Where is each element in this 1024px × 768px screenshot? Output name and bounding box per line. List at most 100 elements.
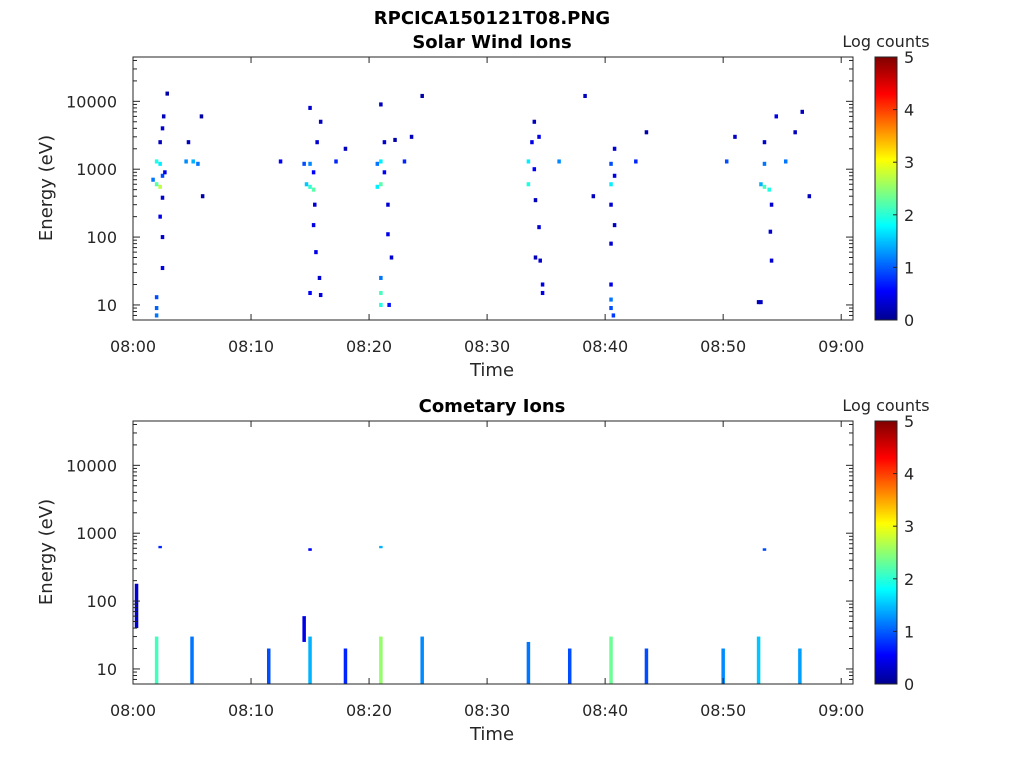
spectrogram-cell bbox=[783, 159, 788, 164]
y-tick-label: 10 bbox=[97, 660, 117, 679]
x-tick-label: 08:40 bbox=[582, 337, 628, 356]
spectrogram-cell bbox=[308, 636, 312, 684]
spectrogram-cell bbox=[526, 182, 531, 187]
spectrogram-cell bbox=[266, 648, 271, 684]
spectrogram-cell bbox=[313, 202, 317, 207]
spectrogram-cell bbox=[540, 290, 545, 296]
spectrogram-cell bbox=[769, 258, 774, 263]
spectrogram-cell bbox=[318, 292, 323, 298]
colorbar-tick-label: 5 bbox=[904, 48, 914, 67]
spectrogram-cell bbox=[767, 187, 771, 192]
colorbar-tick-label: 3 bbox=[904, 517, 914, 536]
spectrogram-cell bbox=[315, 140, 319, 145]
spectrogram-cell bbox=[769, 202, 774, 207]
spectrogram-cell bbox=[304, 182, 309, 187]
y-tick-label: 100 bbox=[86, 228, 117, 247]
spectrogram-cell bbox=[158, 161, 162, 166]
spectrogram-cell bbox=[151, 177, 155, 182]
spectrogram-cell bbox=[386, 232, 390, 237]
x-tick-label: 08:30 bbox=[464, 701, 510, 720]
spectrogram-cell bbox=[160, 126, 165, 131]
spectrogram-cell bbox=[386, 202, 390, 207]
x-axis-label: Time bbox=[469, 360, 514, 381]
colorbar-tick-label: 3 bbox=[904, 153, 914, 172]
x-axis-ticks: 08:00 08:10 08:20 08:30 08:40 08:50 09:00 bbox=[110, 421, 864, 720]
x-tick-label: 08:00 bbox=[110, 701, 156, 720]
spectrogram-cell bbox=[154, 159, 159, 164]
spectrogram-cell bbox=[379, 290, 383, 296]
spectrogram-cell bbox=[526, 159, 531, 164]
panel-solar-wind: Solar Wind Ions Log counts 08:00 08:10 08:… bbox=[36, 32, 930, 381]
spectrogram-cell bbox=[557, 159, 561, 164]
spectrogram-cell bbox=[379, 275, 383, 280]
colorbar-tick-label: 0 bbox=[904, 675, 914, 694]
plot-frame bbox=[132, 56, 854, 321]
spectrogram-cell bbox=[163, 170, 167, 175]
spectrogram-cell bbox=[165, 91, 169, 96]
spectrogram-cell bbox=[379, 302, 383, 307]
spectrogram-cell bbox=[160, 265, 165, 271]
colorbar-tick-label: 1 bbox=[904, 258, 914, 277]
spectrogram-cell bbox=[382, 140, 387, 145]
colorbar-tick-label: 5 bbox=[904, 412, 914, 431]
spectrogram-cell bbox=[591, 194, 596, 199]
spectrogram-cell bbox=[311, 223, 316, 228]
spectrogram-cell bbox=[793, 130, 797, 135]
x-axis-label: Time bbox=[469, 724, 514, 745]
panel-title: Cometary Ions bbox=[419, 396, 566, 417]
spectrogram-cell bbox=[807, 194, 812, 199]
spectrogram-cell bbox=[158, 140, 162, 145]
spectrogram-cell bbox=[609, 636, 613, 684]
spectrogram-cell bbox=[609, 182, 613, 187]
spectrogram-cell bbox=[387, 302, 391, 307]
spectrogram-cell bbox=[379, 102, 383, 107]
spectrogram-cell bbox=[609, 202, 613, 207]
spectrogram-cell bbox=[161, 114, 166, 119]
spectrogram-cell bbox=[420, 636, 424, 684]
spectrogram-cell bbox=[308, 184, 312, 189]
y-tick-label: 1000 bbox=[76, 160, 117, 179]
spectrogram-cell bbox=[583, 93, 587, 98]
spectrogram-cell bbox=[199, 114, 204, 119]
y-tick-label: 10 bbox=[97, 296, 117, 315]
y-axis-ticks: 10 100 1000 10000 bbox=[66, 423, 853, 685]
y-tick-label: 10000 bbox=[66, 92, 117, 111]
colorbar-tick-label: 4 bbox=[904, 465, 914, 484]
spectrogram-cell bbox=[308, 105, 312, 110]
spectrogram-cell bbox=[420, 93, 424, 98]
spectrogram-cell bbox=[634, 159, 638, 164]
x-tick-label: 08:50 bbox=[700, 337, 746, 356]
spectrogram-cell bbox=[379, 182, 383, 187]
spectrogram-cell bbox=[382, 170, 387, 175]
spectrogram-cell bbox=[530, 140, 534, 145]
spectrogram-cell bbox=[759, 300, 763, 305]
spectrogram-cell bbox=[154, 182, 159, 187]
spectrogram-cell bbox=[567, 648, 572, 684]
spectrogram-cell bbox=[393, 137, 397, 142]
colorbar-tick-label: 2 bbox=[904, 570, 914, 589]
spectrogram-cell bbox=[609, 282, 613, 287]
spectrogram-cells bbox=[134, 545, 802, 684]
spectrogram-cell bbox=[762, 184, 767, 189]
spectrogram-cell bbox=[158, 214, 162, 219]
spectrogram-cell bbox=[160, 173, 165, 178]
spectrogram-cell bbox=[612, 173, 617, 178]
spectrogram-cell bbox=[196, 161, 200, 166]
spectrogram-cell bbox=[533, 255, 538, 260]
spectrogram-cell bbox=[389, 255, 394, 260]
spectrogram-cell bbox=[537, 225, 541, 230]
spectrogram-cells bbox=[151, 91, 812, 318]
spectrogram-cell bbox=[184, 159, 188, 164]
spectrogram-cell bbox=[402, 159, 407, 164]
spectrogram-cell bbox=[609, 306, 613, 311]
spectrogram-cell bbox=[644, 648, 649, 684]
spectrogram-cell bbox=[762, 161, 767, 166]
x-tick-label: 08:50 bbox=[700, 701, 746, 720]
spectrogram-cell bbox=[798, 648, 802, 684]
spectrogram-cell bbox=[190, 636, 194, 684]
x-tick-label: 09:00 bbox=[818, 337, 864, 356]
panel-cometary: Cometary Ions Log counts 08:00 08:10 08:20… bbox=[36, 396, 930, 745]
spectrogram-cell bbox=[160, 195, 165, 200]
colorbar bbox=[874, 420, 898, 685]
spectrogram-cell bbox=[154, 313, 159, 318]
